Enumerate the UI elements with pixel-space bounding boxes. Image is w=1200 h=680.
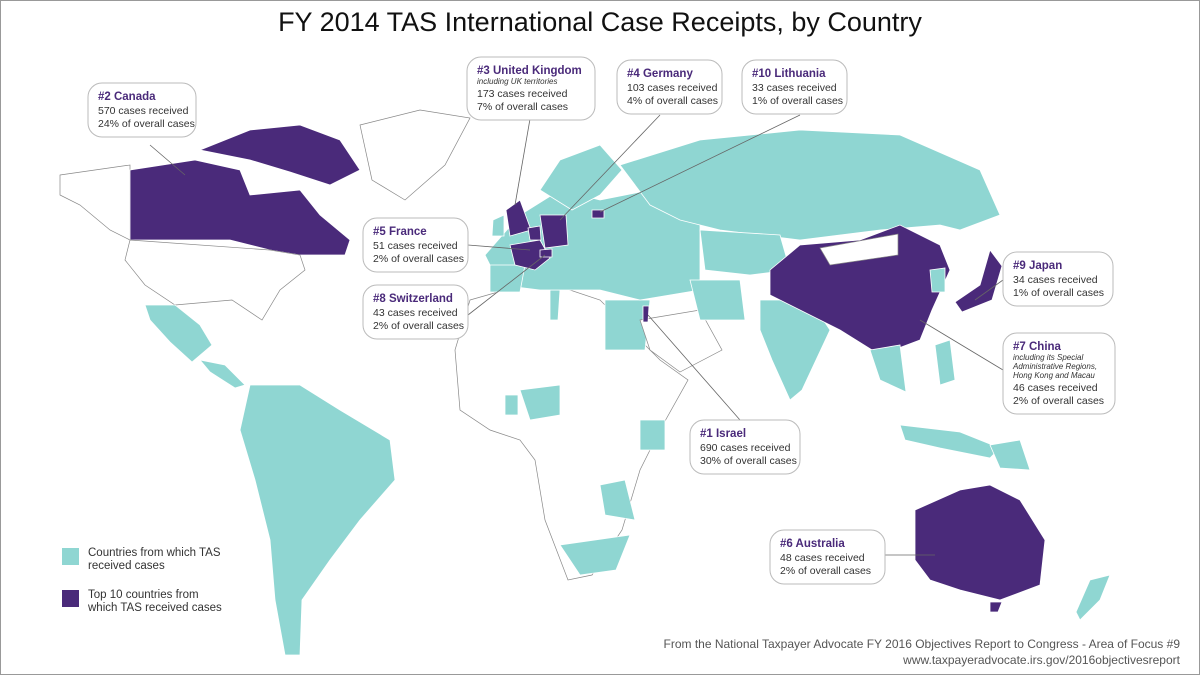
legend-swatch [62,548,79,565]
callout-heading: #9 Japan [1013,260,1062,272]
callout-line: 46 cases received [1013,382,1098,394]
callout-line: 1% of overall cases [1013,287,1104,299]
callout-line: 7% of overall cases [477,101,568,113]
callout-line: 1% of overall cases [752,95,843,107]
legend-label: Top 10 countries from [88,589,199,601]
callout-line: 51 cases received [373,240,458,252]
callout-leaders [149,114,1004,556]
callout-heading: #7 China [1013,341,1062,353]
callout-heading: #10 Lithuania [752,68,826,80]
callout-heading: #8 Switzerland [373,293,453,305]
callout-line: 570 cases received [98,105,189,117]
source-line: www.taxpayeradvocate.irs.gov/2016objecti… [902,653,1180,667]
callout-heading: #6 Australia [780,538,845,550]
callout-line: 2% of overall cases [1013,395,1104,407]
callout-note: Administrative Regions, [1012,362,1097,371]
callout-heading: #2 Canada [98,91,156,103]
callout-line: 2% of overall cases [780,565,871,577]
callout-line: 4% of overall cases [627,95,718,107]
callout-box [362,217,469,273]
legend-label: which TAS received cases [87,602,222,614]
callout-line: 2% of overall cases [373,253,464,265]
map [59,109,1111,656]
legend-label: Countries from which TAS [88,547,221,559]
callout-note: including UK territories [477,77,557,86]
callout-box [689,419,801,475]
callout-line: 43 cases received [373,307,458,319]
callout-box [1002,251,1114,307]
callout-note: including its Special [1013,353,1083,362]
callout-box [466,56,596,121]
legend-label: received cases [88,560,165,572]
callout-heading: #3 United Kingdom [477,65,582,77]
title: FY 2014 TAS International Case Receipts,… [278,7,922,37]
callout-box [87,82,197,138]
callout-heading: #5 France [373,226,427,238]
callout-line: 103 cases received [627,82,718,94]
callout-box [616,59,723,115]
callout-line: 24% of overall cases [98,118,195,130]
legend-swatch [62,590,79,607]
callout-heading: #4 Germany [627,68,693,80]
callout-box [769,529,886,585]
callout-note: Hong Kong and Macau [1013,371,1095,380]
callout-box [1002,332,1116,415]
callout-line: 173 cases received [477,88,568,100]
callout-line: 2% of overall cases [373,320,464,332]
callout-line: 30% of overall cases [700,455,797,467]
source-line: From the National Taxpayer Advocate FY 2… [664,637,1181,651]
callout-heading: #1 Israel [700,428,746,440]
callout-line: 48 cases received [780,552,865,564]
callout-box [362,284,469,340]
callout-line: 34 cases received [1013,274,1098,286]
callout-box [741,59,848,115]
callout-line: 690 cases received [700,442,791,454]
callout-line: 33 cases received [752,82,837,94]
